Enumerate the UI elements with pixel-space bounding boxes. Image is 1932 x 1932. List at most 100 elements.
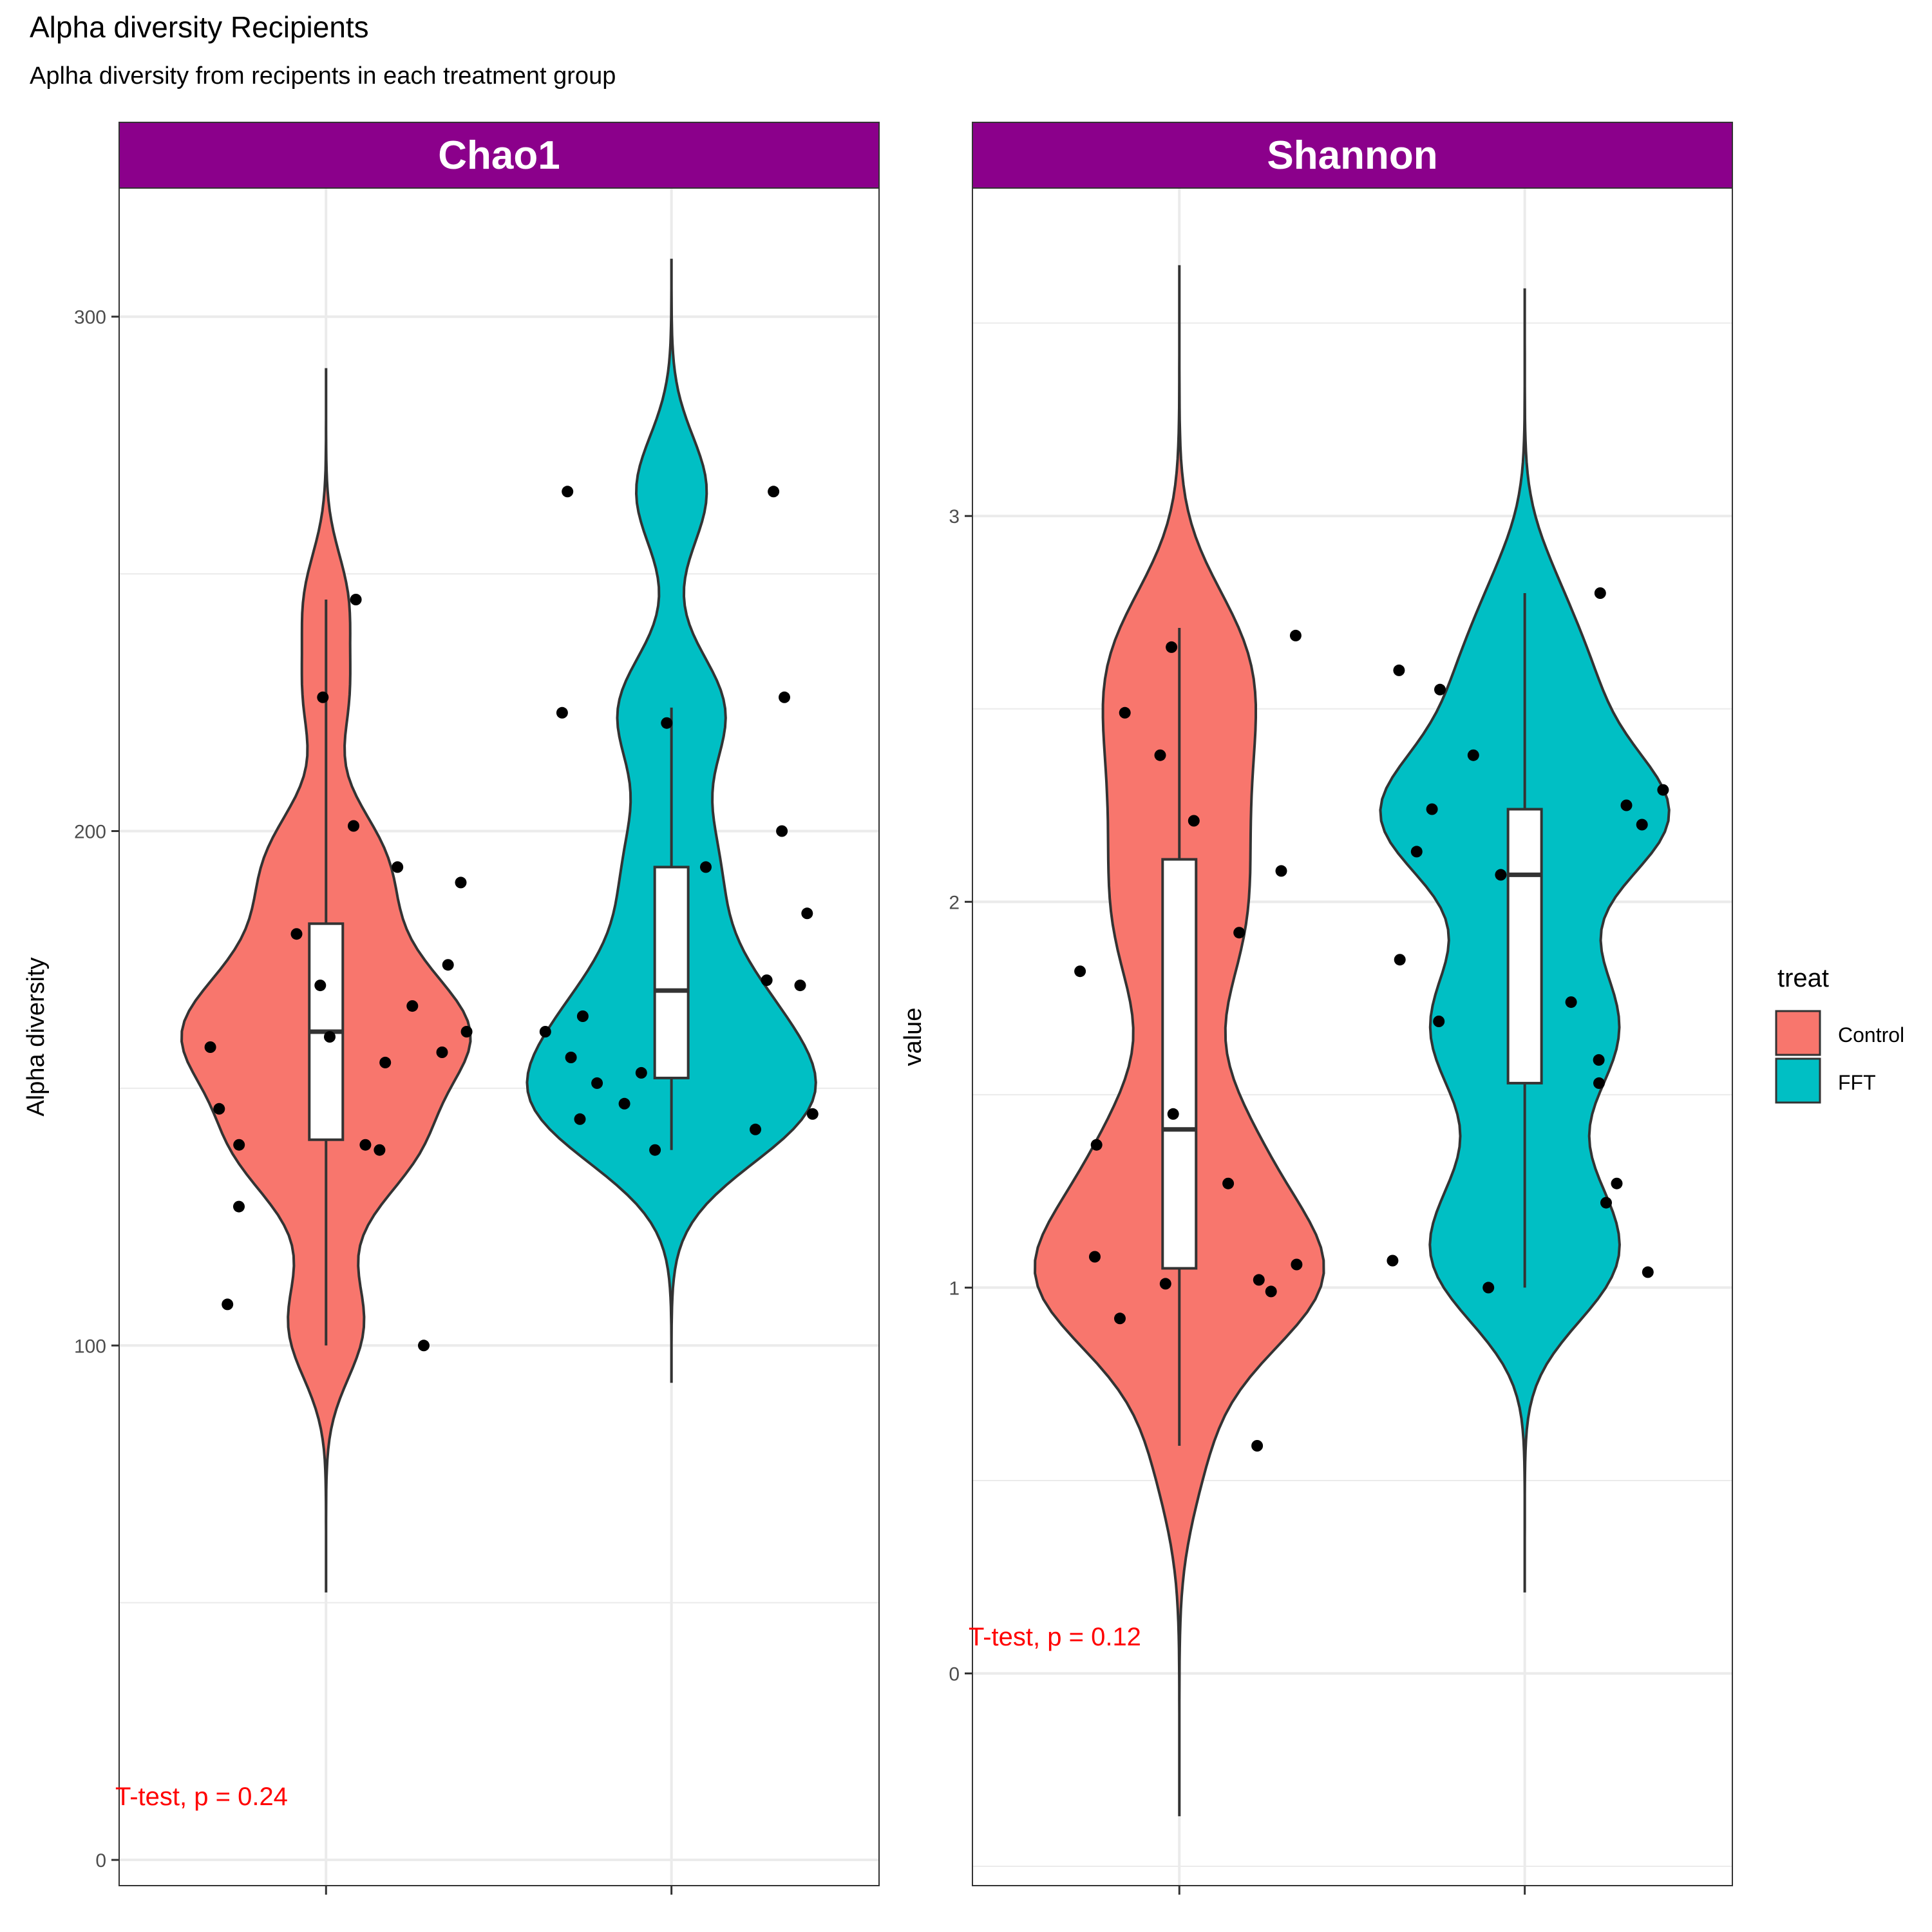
strip-label-shannon: Shannon [1267,133,1437,178]
y-tick-label: 3 [949,506,960,527]
data-point-shannon-fft [1410,846,1423,858]
data-point-chao1-fft [539,1026,551,1037]
data-point-shannon-fft [1426,803,1438,815]
data-point-shannon-control [1253,1274,1265,1286]
data-point-chao1-control [442,959,454,971]
y-tick-label: 200 [74,821,106,842]
data-point-shannon-fft [1636,819,1648,831]
data-point-shannon-control [1233,927,1245,939]
chart-title: Alpha diversity Recipients [30,10,369,44]
data-point-chao1-fft [700,861,712,873]
strip-shannon [972,122,1733,189]
data-point-chao1-fft [776,825,788,837]
ttest-annotation: T-test, p = 0.12 [969,1623,1141,1651]
data-point-shannon-control [1222,1177,1235,1189]
data-point-chao1-fft [649,1144,661,1156]
data-point-chao1-fft [576,1010,589,1022]
data-point-chao1-fft [761,974,773,987]
box-shannon-fft [1506,808,1543,1084]
data-point-shannon-fft [1593,1054,1605,1066]
data-point-chao1-fft [750,1123,761,1135]
facet-panels: Chao1 0 100 200 300 Alpha diversity T-test, p … [23,122,1733,1895]
data-point-chao1-fft [806,1108,819,1120]
data-point-chao1-control [374,1144,386,1156]
data-point-chao1-control [204,1041,216,1053]
legend-label-fft: FFT [1838,1071,1876,1094]
y-tick-label: 0 [949,1664,960,1685]
data-point-chao1-control [222,1298,234,1311]
data-point-shannon-control [1188,815,1200,827]
y-axis-title: Alpha diversity [23,957,50,1116]
ttest-annotation: T-test, p = 0.24 [115,1783,288,1811]
data-point-shannon-control [1289,629,1302,641]
y-tick-label: 0 [95,1850,106,1871]
data-point-chao1-control [233,1200,245,1213]
legend-title: treat [1777,964,1829,992]
strip-chao1 [118,122,880,189]
data-point-chao1-control [350,594,362,605]
data-point-chao1-control [436,1046,448,1058]
data-point-chao1-fft [591,1077,603,1089]
data-point-chao1-fft [779,691,790,703]
legend: treat Control FFT [1775,964,1904,1104]
data-point-shannon-fft [1620,799,1633,811]
y-axis-title: value [900,1008,927,1066]
data-point-chao1-control [392,861,404,873]
data-point-shannon-fft [1593,1077,1605,1089]
data-point-chao1-control [460,1026,473,1037]
chart-subtitle: Aplha diversity from recipents in each t… [30,62,616,90]
data-point-shannon-fft [1433,1016,1445,1027]
data-point-chao1-control [418,1340,430,1352]
data-point-chao1-control [233,1139,245,1151]
data-point-shannon-fft [1565,996,1577,1009]
data-point-shannon-fft [1594,587,1606,599]
data-point-shannon-control [1159,1278,1171,1290]
data-point-shannon-fft [1495,869,1507,881]
data-point-shannon-fft [1394,954,1406,966]
data-point-shannon-fft [1611,1177,1623,1189]
data-point-shannon-control [1251,1440,1264,1452]
data-point-chao1-control [290,928,303,940]
data-point-chao1-control [317,691,329,703]
data-point-chao1-fft [618,1097,630,1110]
data-point-shannon-control [1166,641,1178,653]
y-tick-label: 2 [949,892,960,913]
data-point-shannon-control [1154,749,1166,761]
box-chao1-fft [653,866,690,1079]
data-point-shannon-fft [1387,1255,1399,1267]
data-point-shannon-fft [1393,664,1405,676]
data-point-chao1-control [348,820,359,832]
legend-key-fft [1775,1057,1821,1104]
data-point-chao1-control [455,876,467,889]
data-point-shannon-fft [1482,1282,1495,1294]
data-point-chao1-fft [565,1052,577,1063]
data-point-chao1-fft [562,486,574,498]
data-point-shannon-fft [1642,1266,1654,1278]
data-point-shannon-control [1167,1108,1179,1120]
data-point-shannon-fft [1467,749,1479,761]
data-point-shannon-control [1089,1251,1101,1263]
data-point-shannon-fft [1657,784,1669,796]
data-point-chao1-fft [661,717,673,729]
panel-chao1: Chao1 0 100 200 300 Alpha diversity T-test, p … [23,122,880,1895]
legend-label-control: Control [1838,1023,1904,1046]
data-point-chao1-control [379,1056,392,1068]
data-point-shannon-control [1074,965,1086,978]
y-tick-label: 300 [74,307,106,328]
y-tick-label: 100 [74,1336,106,1357]
data-point-shannon-control [1291,1258,1303,1271]
data-point-chao1-fft [801,907,813,920]
data-point-chao1-fft [794,980,806,992]
data-point-chao1-control [314,980,327,992]
data-point-shannon-fft [1600,1197,1612,1209]
box-shannon-control [1161,858,1198,1270]
y-tick-label: 1 [949,1278,960,1299]
legend-key-control [1775,1010,1821,1056]
data-point-chao1-control [324,1031,336,1043]
data-point-shannon-control [1090,1139,1103,1151]
data-point-chao1-fft [768,486,780,498]
panel-shannon: Shannon 0 1 2 3 value T-test, p = 0.12 [900,122,1733,1895]
data-point-shannon-control [1265,1285,1277,1298]
data-point-chao1-fft [635,1066,647,1079]
